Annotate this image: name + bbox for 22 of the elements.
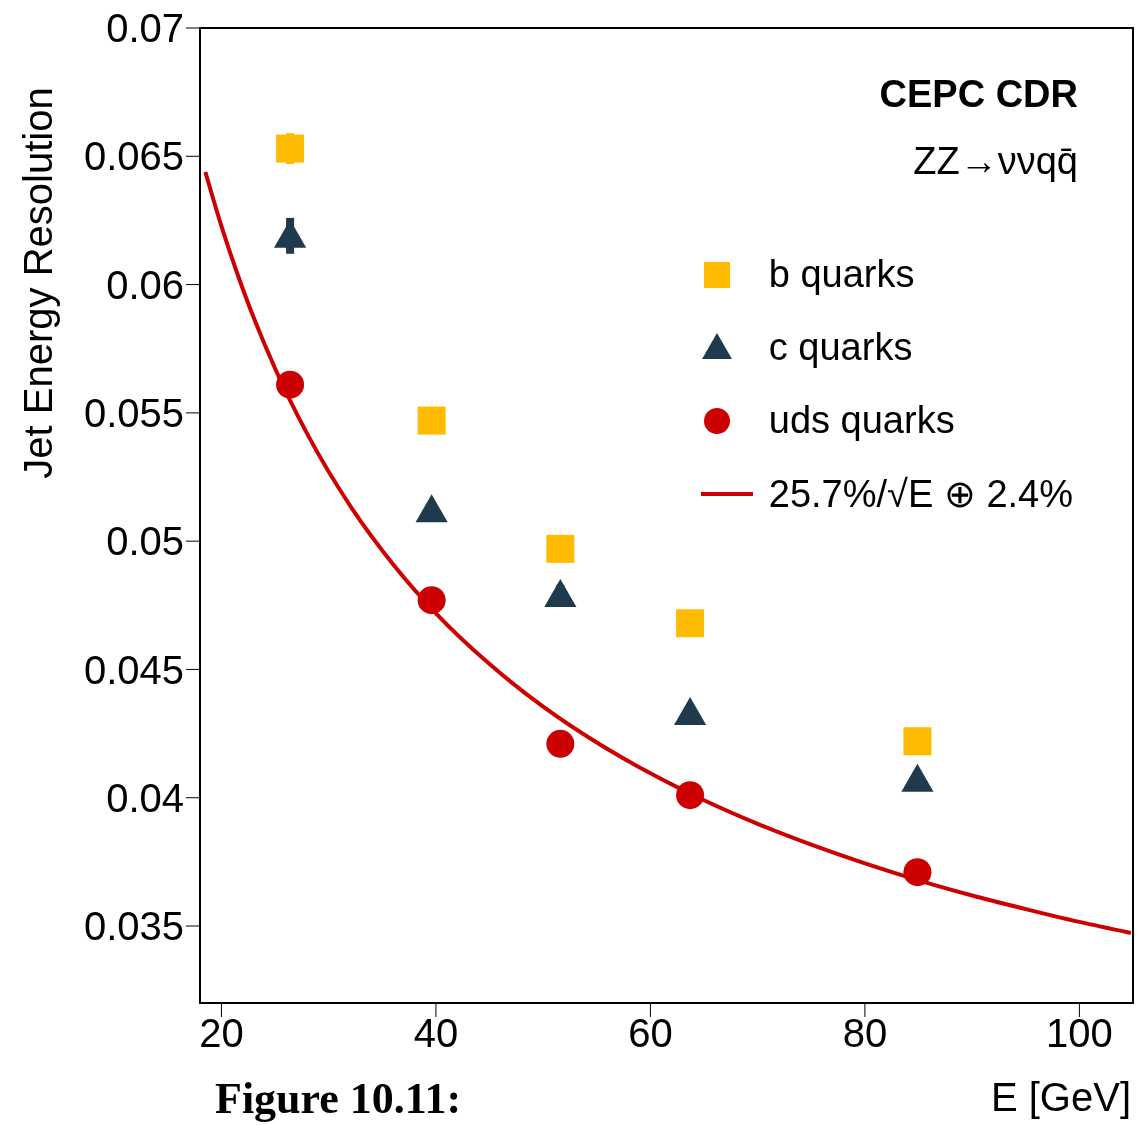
- y-tick-label: 0.04: [106, 775, 184, 820]
- x-tick-label: 100: [1046, 1011, 1113, 1056]
- y-tick-label: 0.06: [106, 262, 184, 307]
- y-tick-label: 0.065: [83, 134, 184, 179]
- x-tick-label: 60: [628, 1011, 673, 1056]
- y-tick-label: 0.045: [83, 647, 184, 692]
- legend-label: uds quarks: [768, 399, 955, 442]
- legend-label: b quarks: [768, 253, 915, 296]
- x-tick-label: 40: [413, 1011, 459, 1056]
- y-tick-label: 0.05: [106, 519, 184, 564]
- y-axis-title: Jet Energy Resolution: [16, 87, 60, 479]
- annotation: CEPC CDR: [879, 73, 1078, 116]
- x-tick-label: 80: [842, 1011, 888, 1056]
- annotation: ZZ→ννqq̄: [913, 140, 1078, 183]
- y-tick-label: 0.035: [83, 904, 184, 949]
- x-axis-title: E [GeV]: [990, 1075, 1131, 1119]
- y-tick-label: 0.055: [83, 391, 184, 436]
- legend-label: c quarks: [768, 326, 913, 369]
- x-tick-label: 20: [199, 1011, 244, 1056]
- legend-label: 25.7%/√E ⊕ 2.4%: [768, 471, 1073, 516]
- caption: Figure 10.11:: [215, 1073, 462, 1124]
- y-tick-label: 0.07: [106, 6, 184, 51]
